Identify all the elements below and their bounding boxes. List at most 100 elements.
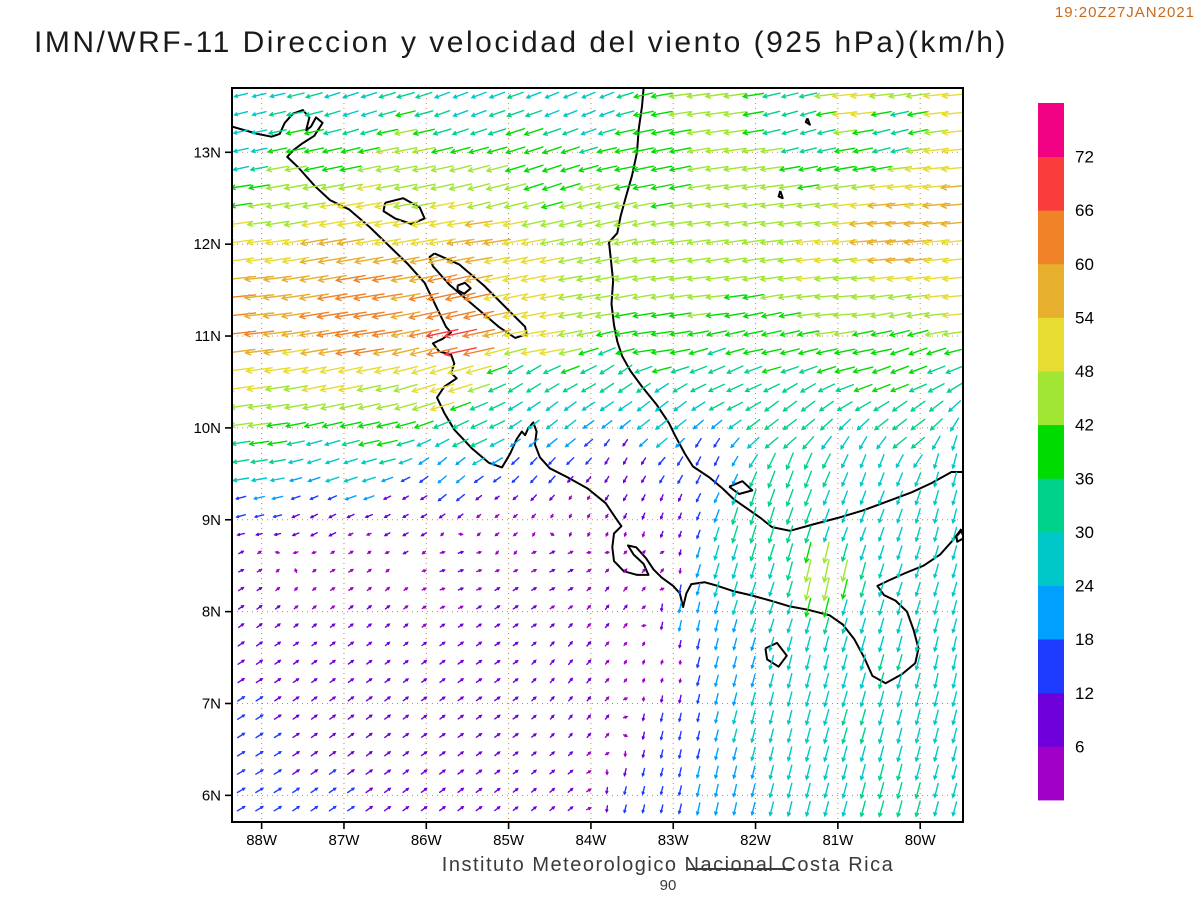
wind-arrow <box>605 531 609 538</box>
wind-arrow <box>439 769 447 775</box>
colorbar-tick-label: 42 <box>1075 416 1094 435</box>
wind-arrow <box>567 787 574 793</box>
wind-arrow <box>672 383 688 393</box>
wind-arrow <box>604 732 610 738</box>
wind-arrow <box>632 92 654 99</box>
wind-arrow <box>384 605 391 610</box>
wind-arrow <box>786 580 793 599</box>
wind-arrow <box>759 257 784 264</box>
wind-arrow <box>726 365 744 374</box>
wind-arrow <box>403 641 409 647</box>
wind-arrow <box>292 678 300 683</box>
wind-arrow <box>563 401 577 412</box>
wind-arrow <box>287 458 304 465</box>
wind-arrow <box>392 201 418 210</box>
wind-arrow <box>876 436 887 450</box>
wind-arrow <box>724 348 745 356</box>
wind-arrow <box>285 128 306 136</box>
wind-arrow <box>329 678 337 683</box>
wind-arrow <box>649 220 674 228</box>
wind-arrow <box>475 714 483 720</box>
wind-arrow <box>457 751 465 757</box>
wind-arrow <box>813 220 839 228</box>
wind-arrow <box>527 419 540 430</box>
wind-arrow <box>394 110 416 118</box>
wind-arrow <box>467 383 490 393</box>
wind-arrow <box>668 239 692 246</box>
wind-arrow <box>896 654 903 672</box>
wind-arrow <box>293 623 299 628</box>
wind-arrow <box>887 92 911 99</box>
wind-arrow <box>336 201 365 210</box>
wind-arrow <box>232 312 257 319</box>
wind-arrow <box>798 365 818 374</box>
wind-arrow <box>366 605 373 610</box>
wind-arrow <box>595 165 618 173</box>
wind-arrow <box>853 383 873 393</box>
wind-arrow <box>447 201 473 210</box>
wind-arrow <box>238 550 245 555</box>
wind-arrow <box>580 110 596 117</box>
wind-arrow <box>678 678 682 684</box>
wind-arrow <box>402 769 410 775</box>
wind-arrow <box>578 146 598 154</box>
wind-arrow <box>247 422 271 429</box>
wind-arrow <box>951 526 958 543</box>
wind-arrow <box>704 92 729 99</box>
wind-arrow <box>704 257 728 264</box>
wind-arrow <box>641 475 646 484</box>
wind-arrow <box>488 110 506 118</box>
wind-arrow <box>805 782 811 799</box>
wind-arrow <box>782 400 798 412</box>
wind-arrow <box>686 92 711 99</box>
wind-arrow <box>668 275 692 282</box>
wind-arrow <box>586 604 592 610</box>
wind-arrow <box>795 239 821 246</box>
wind-arrow <box>421 641 428 647</box>
wind-arrow <box>815 165 837 172</box>
wind-arrow <box>328 513 337 519</box>
wind-arrow <box>823 690 830 708</box>
wind-arrow <box>804 507 812 525</box>
wind-arrow <box>878 709 885 727</box>
wind-arrow <box>696 712 701 723</box>
wind-arrow <box>440 532 445 537</box>
wind-arrow <box>347 805 356 812</box>
wind-arrow <box>617 382 633 394</box>
wind-arrow <box>375 421 399 429</box>
wind-arrow <box>473 475 484 484</box>
wind-arrow <box>613 293 637 301</box>
wind-arrow <box>366 659 373 665</box>
wind-arrow <box>689 365 708 374</box>
wind-arrow <box>805 801 811 818</box>
wind-arrow <box>476 569 483 573</box>
wind-arrow <box>482 311 512 320</box>
wind-arrow <box>623 697 629 701</box>
wind-arrow <box>713 437 721 448</box>
wind-arrow <box>914 654 921 671</box>
wind-arrow <box>686 147 710 154</box>
wind-arrow <box>768 764 774 781</box>
coastline-path <box>764 641 788 668</box>
wind-arrow <box>631 238 655 246</box>
wind-arrow <box>859 727 866 745</box>
wind-arrow <box>247 403 271 410</box>
wind-arrow <box>237 695 246 702</box>
wind-arrow <box>686 129 710 136</box>
wind-arrow <box>678 749 682 760</box>
wind-arrow <box>280 311 311 320</box>
wind-arrow <box>617 364 633 375</box>
wind-arrow <box>341 439 360 447</box>
wind-arrow <box>878 654 885 672</box>
wind-arrow <box>324 476 340 483</box>
wind-arrow <box>604 659 610 665</box>
wind-arrow <box>540 201 563 210</box>
wind-arrow <box>520 274 547 283</box>
wind-arrow <box>402 696 410 702</box>
wind-arrow <box>274 659 282 665</box>
wind-arrow <box>659 621 664 631</box>
wind-arrow <box>933 801 939 818</box>
wind-arrow <box>914 563 921 579</box>
wind-arrow <box>914 618 921 634</box>
wind-arrow <box>549 659 555 666</box>
